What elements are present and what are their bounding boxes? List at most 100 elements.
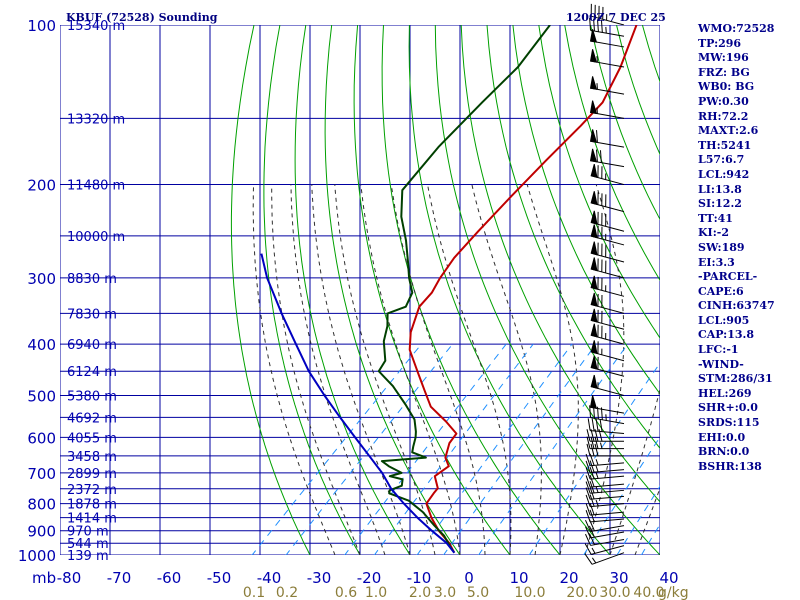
mixing-ratio-tick-label: 0.1	[243, 585, 265, 600]
index-row: CINH:63747	[698, 299, 775, 313]
height-label: 3458 m	[67, 450, 117, 465]
wind-barb	[589, 100, 625, 119]
mixing-ratio-line	[616, 485, 660, 555]
wind-barb	[589, 76, 625, 95]
temperature-tick-label: 20	[559, 569, 578, 587]
dry-adiabat-line	[408, 25, 611, 555]
index-row: KI:-2	[698, 226, 729, 240]
dry-adiabat-line	[353, 25, 511, 555]
mixing-ratio-line	[285, 343, 453, 555]
index-row: EI:3.3	[698, 255, 735, 269]
wind-barb	[585, 494, 625, 508]
wind-barb	[589, 49, 625, 68]
pressure-tick-label: 400	[27, 336, 56, 354]
moist-adiabat-line	[271, 184, 361, 555]
dry-adiabat-line	[381, 25, 561, 555]
index-row: BSHR:138	[698, 459, 762, 473]
wind-barb	[585, 509, 625, 523]
index-row: LI:13.8	[698, 182, 742, 196]
wind-barb	[589, 148, 625, 168]
height-label: 7830 m	[67, 307, 117, 322]
index-row: PW:0.30	[698, 94, 749, 108]
wind-barb	[585, 474, 625, 488]
temperature-tick-label: -10	[407, 569, 432, 587]
wind-barb	[590, 224, 625, 246]
dry-adiabat-line	[324, 25, 461, 555]
mixing-ratio-tick-label: 5.0	[467, 585, 489, 600]
index-row: BRN:0.0	[698, 445, 750, 459]
background-grid	[60, 25, 660, 555]
index-row: LCL:942	[698, 167, 750, 181]
wind-barb	[587, 418, 625, 435]
wind-barb	[586, 436, 624, 450]
index-row: SHR+:0.0	[698, 401, 758, 415]
index-row: EHI:0.0	[698, 430, 746, 444]
wind-barb	[585, 460, 625, 474]
mixing-ratio-line	[251, 343, 422, 555]
temperature-tick-label: -80	[57, 569, 82, 587]
mixing-ratio-tick-label: 40.0	[633, 585, 664, 600]
wind-barb	[589, 395, 625, 414]
wind-barb	[590, 275, 625, 297]
index-row: LCL:905	[698, 313, 750, 327]
mixing-ratio-line	[442, 343, 597, 555]
moist-adiabat-line	[634, 486, 660, 555]
mixing-ratio-tick-label: 10.0	[514, 585, 545, 600]
mixing-ratio-tick-label: 0.2	[276, 585, 298, 600]
pressure-tick-label: 200	[27, 177, 56, 195]
pressure-tick-label: 500	[27, 387, 56, 405]
moist-adiabat-line	[311, 184, 411, 555]
height-label: 2372 m	[67, 483, 117, 498]
wind-barb	[590, 210, 625, 232]
chart-title: KBUF (72528) Sounding	[66, 11, 218, 24]
moist-adiabat-line	[290, 184, 386, 555]
wind-barb	[590, 241, 625, 263]
height-label: 970 m	[67, 525, 109, 540]
wind-barb	[589, 17, 625, 37]
sounding-profiles	[260, 25, 638, 554]
wind-barb	[590, 292, 625, 314]
sounding-indices-panel: WMO:72528 TP:296 MW:196 FRZ: BG WB0: BG PW:0.…	[698, 22, 798, 474]
pressure-tick-label: 700	[27, 465, 56, 483]
dry-adiabat-line	[263, 25, 361, 555]
height-label: 4055 m	[67, 431, 117, 446]
index-row: TH:5241	[698, 138, 752, 152]
dry-adiabat-line	[538, 25, 660, 339]
mixing-ratio-unit-label: g/kg	[658, 585, 689, 600]
index-row: CAPE:6	[698, 284, 744, 298]
wind-barb	[590, 323, 625, 345]
wind-barb	[585, 525, 625, 539]
index-row: MW:196	[698, 51, 749, 65]
pressure-tick-label: 900	[27, 523, 56, 541]
wind-barb	[590, 308, 625, 330]
mixing-ratio-line	[528, 362, 660, 555]
index-row: CAP:13.8	[698, 328, 755, 342]
pressure-tick-label: 1000	[18, 547, 56, 565]
index-row: -PARCEL-	[698, 270, 758, 284]
index-row: WB0: BG	[698, 80, 755, 94]
index-row: RH:72.2	[698, 109, 749, 123]
height-label: 13320 m	[67, 112, 125, 127]
dewpoint-profile-line	[377, 25, 551, 554]
height-label: 15340 m	[67, 19, 125, 34]
mixing-ratio-line	[373, 343, 534, 555]
mixing-ratio-tick-label: 1.0	[365, 585, 387, 600]
index-row: -WIND-	[698, 357, 744, 371]
height-label: 4692 m	[67, 411, 117, 426]
chart-time: 1200Z 7 DEC 25	[566, 11, 666, 24]
height-label: 1878 m	[67, 498, 117, 513]
temperature-tick-label: -70	[107, 569, 132, 587]
temperature-tick-label: -60	[157, 569, 182, 587]
pressure-tick-label: 600	[27, 429, 56, 447]
wind-barb	[585, 466, 625, 480]
dry-adiabat-line	[294, 25, 411, 555]
index-row: WMO:72528	[698, 22, 775, 35]
parcel-profile-line	[260, 253, 456, 554]
index-row: L57:6.7	[698, 153, 745, 167]
moist-adiabat-line	[390, 184, 486, 555]
dry-adiabat-line	[434, 25, 660, 555]
wind-barb	[590, 340, 625, 362]
moist-adiabat-line	[252, 184, 336, 555]
